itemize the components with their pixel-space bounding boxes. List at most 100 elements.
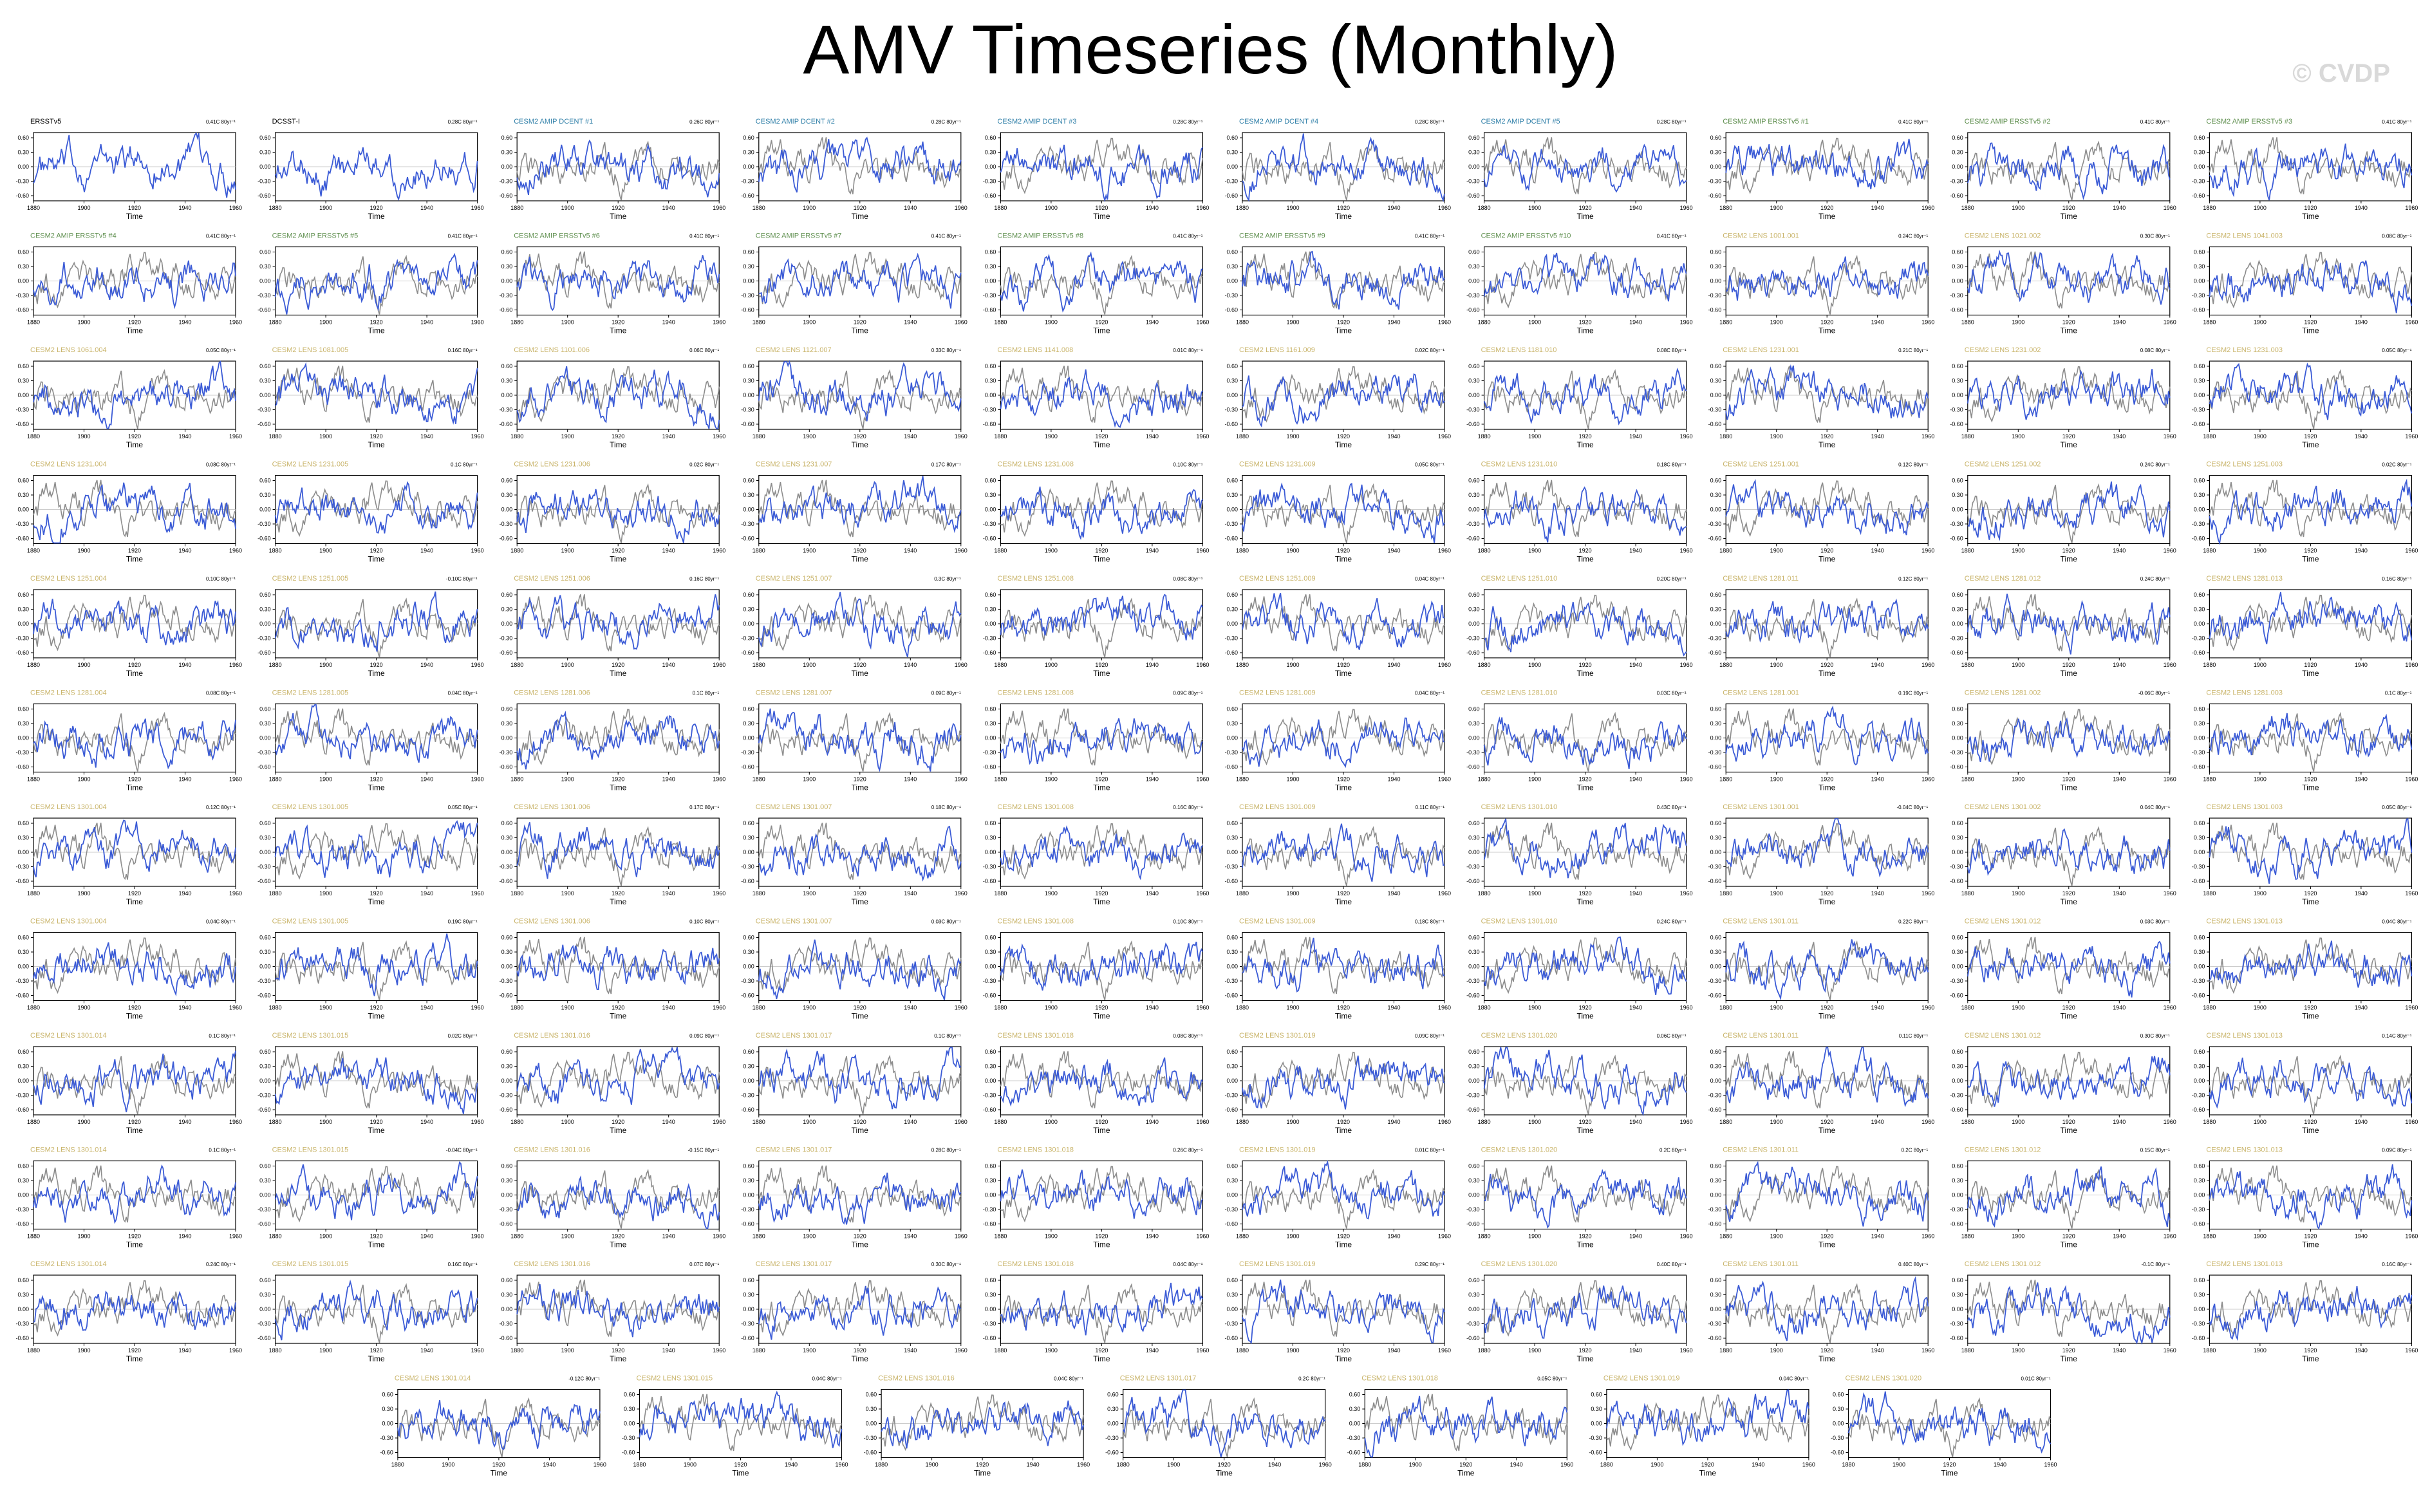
- x-tick-label: 1900: [1528, 319, 1541, 326]
- amv-panel: CESM2 LENS 1281.009 0.04C 80yr⁻¹0.600.300…: [1224, 689, 1451, 792]
- y-tick-label: 0.60: [501, 249, 513, 256]
- x-tick-label: 1880: [1961, 1233, 1974, 1240]
- y-tick-label: -0.60: [15, 1106, 29, 1113]
- amv-panel: CESM2 LENS 1231.010 0.18C 80yr⁻¹0.600.300…: [1466, 461, 1693, 564]
- y-tick-label: 0.60: [501, 478, 513, 484]
- panel-title: CESM2 AMIP ERSSTv5 #6: [514, 232, 600, 240]
- x-tick-label: 1900: [77, 1119, 90, 1125]
- panel-trend: 0.01C 80yr⁻¹: [1173, 348, 1202, 353]
- x-tick-label: 1900: [319, 548, 332, 554]
- x-tick-label: 1900: [1528, 1347, 1541, 1354]
- x-tick-label: 1900: [561, 548, 574, 554]
- amv-panel: CESM2 LENS 1301.015 0.16C 80yr⁻¹0.600.300…: [257, 1260, 484, 1363]
- x-tick-label: 1880: [510, 319, 523, 326]
- x-tick-label: 1940: [2113, 1005, 2126, 1011]
- x-tick-label: 1900: [2254, 433, 2267, 440]
- x-axis-label: Time: [852, 326, 869, 335]
- model-series-line: [1725, 1161, 1929, 1227]
- panel-trend: 0.41C 80yr⁻¹: [1657, 234, 1687, 239]
- panel-title: CESM2 LENS 1301.003: [2206, 803, 2283, 811]
- y-tick-label: 0.60: [1710, 592, 1722, 598]
- y-tick-label: -0.60: [2192, 536, 2205, 542]
- amv-panel: CESM2 LENS 1301.006 0.10C 80yr⁻¹0.600.300…: [500, 918, 726, 1021]
- x-axis-label: Time: [2302, 1354, 2319, 1363]
- y-tick-label: 0.60: [1952, 1163, 1963, 1170]
- panel-title: CESM2 AMIP ERSSTv5 #2: [1965, 118, 2051, 126]
- amv-panel: CESM2 LENS 1301.020 0.2C 80yr⁻¹0.600.300.…: [1466, 1146, 1693, 1249]
- obs-series-line: [1000, 254, 1204, 315]
- panel-trend: 0.02C 80yr⁻¹: [1415, 348, 1444, 353]
- x-axis-label: Time: [2061, 1240, 2078, 1249]
- y-tick-label: -0.30: [1466, 1092, 1480, 1099]
- x-axis-label: Time: [852, 669, 869, 678]
- panel-trend: 0.28C 80yr⁻¹: [1415, 119, 1444, 125]
- y-tick-label: -0.30: [1466, 864, 1480, 870]
- x-tick-label: 1940: [2355, 1233, 2368, 1240]
- x-axis-label: Time: [1093, 1354, 1110, 1363]
- x-tick-label: 1900: [77, 1233, 90, 1240]
- y-tick-label: 0.00: [501, 964, 513, 970]
- model-series-line: [1000, 144, 1204, 203]
- y-tick-label: -0.30: [500, 178, 513, 185]
- y-tick-label: 0.60: [259, 1163, 271, 1170]
- x-axis-label: Time: [1576, 1240, 1594, 1249]
- x-tick-label: 1960: [2405, 662, 2418, 668]
- y-tick-label: 0.00: [743, 1192, 754, 1199]
- panel-title: CESM2 AMIP ERSSTv5 #3: [2206, 118, 2292, 126]
- x-tick-label: 1880: [27, 662, 40, 668]
- model-series-line: [1725, 598, 1929, 644]
- y-tick-label: 0.60: [501, 1277, 513, 1283]
- y-tick-label: 0.60: [17, 706, 29, 713]
- amv-panel: CESM2 AMIP DCENT #3 0.28C 80yr⁻¹0.600.300…: [983, 118, 1210, 221]
- obs-series-line: [33, 480, 236, 537]
- y-tick-label: 0.30: [985, 263, 996, 270]
- amv-panel: CESM2 LENS 1251.003 0.02C 80yr⁻¹0.600.300…: [2192, 461, 2418, 564]
- x-axis-label: Time: [1093, 1012, 1110, 1021]
- y-tick-label: 0.00: [1226, 507, 1238, 513]
- y-tick-label: -0.60: [257, 878, 271, 884]
- x-tick-label: 1900: [803, 548, 816, 554]
- x-tick-label: 1900: [77, 319, 90, 326]
- panel-trend: 0.11C 80yr⁻¹: [1899, 1033, 1929, 1039]
- panel-trend: 0.16C 80yr⁻¹: [2382, 576, 2411, 582]
- x-tick-label: 1920: [492, 1462, 505, 1468]
- x-tick-label: 1900: [1045, 433, 1058, 440]
- x-tick-label: 1940: [1387, 205, 1400, 211]
- obs-series-line: [1967, 1280, 2171, 1338]
- panel-title: CESM2 AMIP ERSSTv5 #8: [997, 232, 1083, 240]
- y-tick-label: -0.60: [864, 1450, 877, 1456]
- x-tick-label: 1900: [1770, 433, 1783, 440]
- x-tick-label: 1900: [803, 776, 816, 783]
- y-tick-label: -0.30: [1224, 749, 1238, 756]
- x-tick-label: 1880: [2203, 1233, 2216, 1240]
- y-tick-label: -0.30: [15, 1092, 29, 1099]
- y-tick-label: 0.00: [1468, 735, 1480, 742]
- x-tick-label: 1900: [561, 1005, 574, 1011]
- x-axis-label: Time: [1093, 1126, 1110, 1135]
- x-tick-label: 1880: [1719, 319, 1732, 326]
- model-series-line: [1483, 1285, 1687, 1339]
- x-tick-label: 1920: [734, 1462, 747, 1468]
- y-tick-label: 0.60: [259, 1277, 271, 1283]
- x-tick-label: 1960: [2164, 1119, 2176, 1125]
- model-series-line: [33, 1164, 236, 1224]
- x-tick-label: 1920: [1337, 205, 1350, 211]
- y-tick-label: 0.30: [1468, 720, 1480, 727]
- amv-panel: CESM2 LENS 1301.013 0.16C 80yr⁻¹0.600.300…: [2192, 1260, 2418, 1363]
- amv-panel: CESM2 LENS 1301.004 0.12C 80yr⁻¹0.600.300…: [15, 803, 242, 906]
- x-tick-label: 1920: [1218, 1462, 1231, 1468]
- panel-trend: 0.40C 80yr⁻¹: [1898, 1262, 1928, 1267]
- x-axis-label: Time: [368, 669, 385, 678]
- x-tick-label: 1940: [1387, 1347, 1400, 1354]
- y-tick-label: 0.00: [1226, 1078, 1238, 1084]
- y-tick-label: 0.30: [985, 835, 996, 841]
- x-tick-label: 1880: [1478, 662, 1491, 668]
- x-tick-label: 1900: [1528, 1233, 1541, 1240]
- x-tick-label: 1880: [752, 1119, 765, 1125]
- x-tick-label: 1960: [471, 1005, 484, 1011]
- y-tick-label: -0.30: [1950, 178, 1963, 185]
- model-series-line: [1242, 1279, 1445, 1345]
- y-tick-label: 0.00: [1226, 621, 1238, 627]
- x-tick-label: 1940: [178, 890, 191, 897]
- obs-series-line: [516, 1051, 720, 1108]
